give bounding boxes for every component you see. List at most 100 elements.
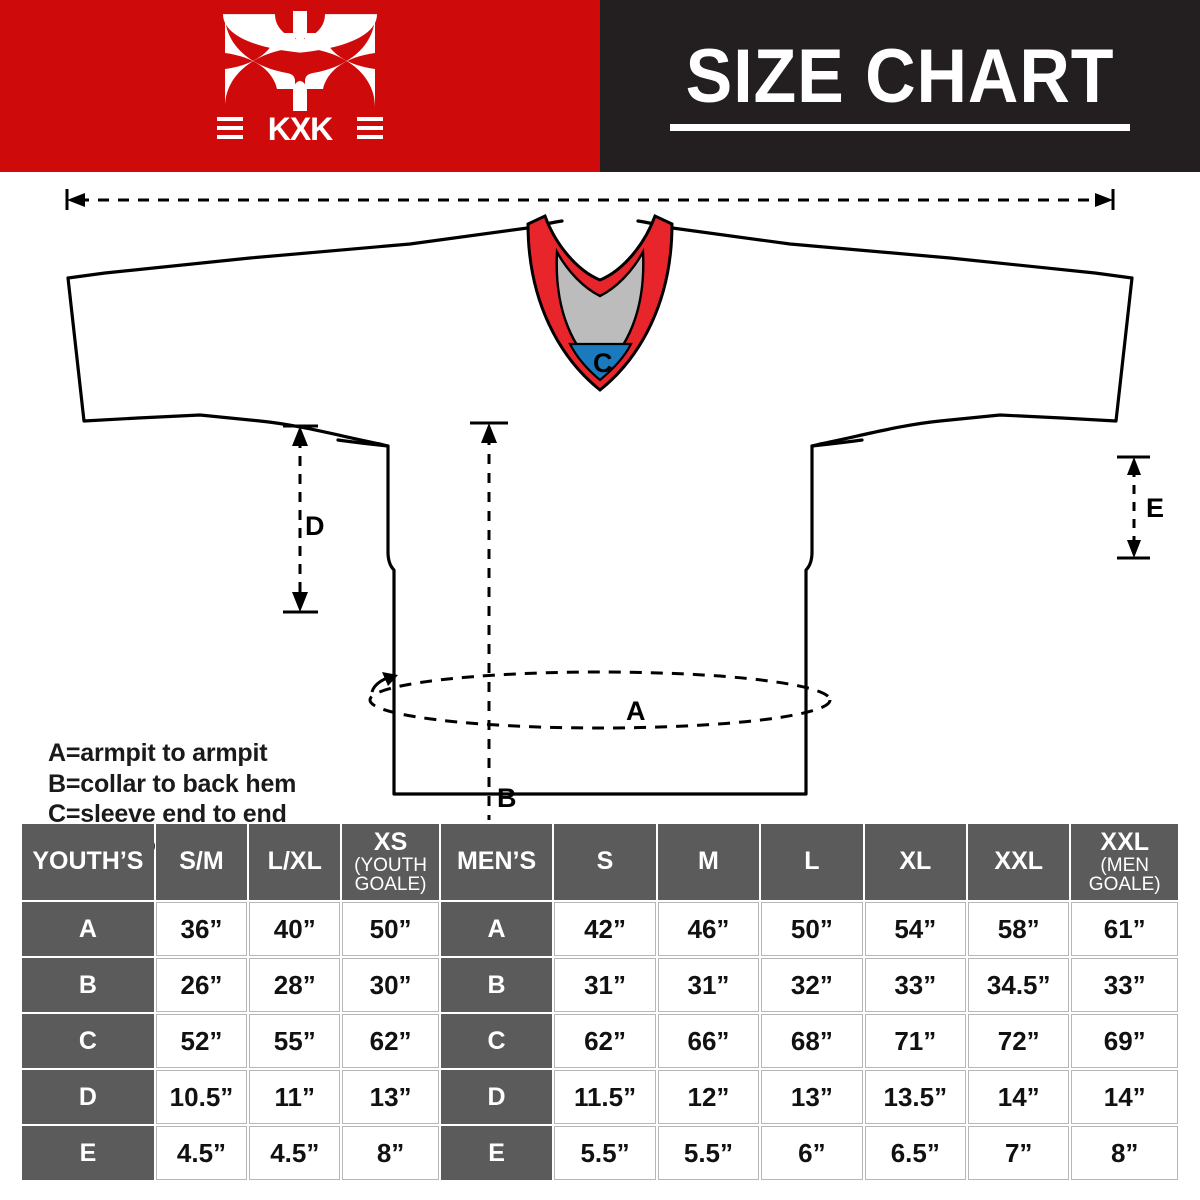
header-cell-youth-size-2: XS (YOUTH GOALE) <box>342 824 439 900</box>
header-cell-youth-size-0: S/M <box>155 824 248 900</box>
cell-mens-A-4: 58” <box>968 902 1070 956</box>
header-cell-mens-size-5: XXL (MEN GOALE) <box>1071 824 1178 900</box>
cell-mens-A-2: 50” <box>761 902 863 956</box>
header-cell-mens-size-4: XXL <box>968 824 1070 900</box>
row-header-mens-D: D <box>440 1070 553 1124</box>
header-cell-mens-size-3: XL <box>864 824 966 900</box>
cell-mens-B-3: 33” <box>864 958 966 1012</box>
header-cell-youth: YOUTH’S <box>22 824 154 900</box>
cell-youth-C-1: 55” <box>249 1014 341 1068</box>
cell-youth-E-0: 4.5” <box>155 1126 248 1180</box>
table-row: C 52” 55” 62” C 62” 66” 68” 71” 72” 69” <box>22 1014 1178 1068</box>
size-sublabel: (YOUTH GOALE) <box>354 854 427 895</box>
cell-youth-D-2: 13” <box>342 1070 439 1124</box>
cell-youth-B-0: 26” <box>155 958 248 1012</box>
cell-mens-C-3: 71” <box>864 1014 966 1068</box>
cell-mens-C-4: 72” <box>968 1014 1070 1068</box>
row-header-mens-A: A <box>440 902 553 956</box>
cell-mens-D-2: 13” <box>761 1070 863 1124</box>
cell-youth-C-0: 52” <box>155 1014 248 1068</box>
cell-mens-E-2: 6” <box>761 1126 863 1180</box>
cell-mens-E-0: 5.5” <box>554 1126 656 1180</box>
row-header-mens-C: C <box>440 1014 553 1068</box>
legend-item-c: C=sleeve end to end <box>48 800 287 828</box>
cell-mens-E-4: 7” <box>968 1126 1070 1180</box>
brand-panel: KXK <box>0 0 600 172</box>
table-row: E 4.5” 4.5” 8” E 5.5” 5.5” 6” 6.5” 7” 8” <box>22 1126 1178 1180</box>
row-header-youth-E: E <box>22 1126 154 1180</box>
jersey-diagram: C D E A B A=armpit to armpit B=collar to… <box>0 172 1200 889</box>
cell-mens-C-1: 66” <box>657 1014 760 1068</box>
size-label: YOUTH’S <box>32 847 144 876</box>
size-label: S <box>596 847 614 876</box>
row-header-mens-E: E <box>440 1126 553 1180</box>
cell-youth-A-2: 50” <box>342 902 439 956</box>
kxk-logo-mark <box>223 11 377 111</box>
size-label: M <box>698 847 719 876</box>
dimension-label-d: D <box>305 511 325 541</box>
page-header: KXK SIZE CHART <box>0 0 1200 172</box>
header-cell-mens-size-0: S <box>554 824 656 900</box>
cell-mens-B-5: 33” <box>1071 958 1178 1012</box>
table-header-row: YOUTH’S S/M L/XL XS (YOUTH GOALE) MEN’S S M L XL X… <box>22 824 1178 900</box>
size-table-container: YOUTH’S S/M L/XL XS (YOUTH GOALE) MEN’S S M L XL X… <box>20 822 1180 1182</box>
cell-youth-D-0: 10.5” <box>155 1070 248 1124</box>
cell-mens-D-0: 11.5” <box>554 1070 656 1124</box>
size-table: YOUTH’S S/M L/XL XS (YOUTH GOALE) MEN’S S M L XL X… <box>20 822 1180 1182</box>
size-label: L/XL <box>267 847 322 876</box>
cell-mens-B-2: 32” <box>761 958 863 1012</box>
row-header-youth-C: C <box>22 1014 154 1068</box>
header-cell-mens-size-1: M <box>657 824 760 900</box>
row-header-youth-D: D <box>22 1070 154 1124</box>
jersey-seams <box>336 438 864 448</box>
size-sublabel: (MEN GOALE) <box>1088 854 1161 895</box>
header-cell-mens: MEN’S <box>440 824 553 900</box>
dimension-label-b: B <box>497 783 517 813</box>
cell-youth-A-1: 40” <box>249 902 341 956</box>
cell-mens-A-5: 61” <box>1071 902 1178 956</box>
row-header-youth-B: B <box>22 958 154 1012</box>
kxk-logo: KXK <box>215 11 385 161</box>
cell-mens-B-1: 31” <box>657 958 760 1012</box>
row-header-mens-B: B <box>440 958 553 1012</box>
kxk-wordmark: KXK <box>217 111 383 147</box>
jersey-collar <box>526 213 674 392</box>
title-underline <box>670 123 1130 131</box>
cell-mens-E-1: 5.5” <box>657 1126 760 1180</box>
dimension-e <box>1117 455 1150 560</box>
cell-mens-E-5: 8” <box>1071 1126 1178 1180</box>
cell-youth-E-2: 8” <box>342 1126 439 1180</box>
size-label: S/M <box>179 847 224 876</box>
legend-item-a: A=armpit to armpit <box>48 739 268 767</box>
dimension-d <box>283 424 318 614</box>
size-label: L <box>804 847 820 876</box>
dimension-label-c: C <box>593 348 613 378</box>
cell-youth-D-1: 11” <box>249 1070 341 1124</box>
cell-mens-A-3: 54” <box>864 902 966 956</box>
dimension-a <box>368 670 832 730</box>
dimension-label-e: E <box>1146 493 1165 523</box>
cell-youth-C-2: 62” <box>342 1014 439 1068</box>
cell-mens-A-1: 46” <box>657 902 760 956</box>
cell-mens-A-0: 42” <box>554 902 656 956</box>
dimension-c <box>65 189 1115 210</box>
cell-mens-E-3: 6.5” <box>864 1126 966 1180</box>
cell-youth-A-0: 36” <box>155 902 248 956</box>
cell-mens-B-4: 34.5” <box>968 958 1070 1012</box>
cell-mens-C-5: 69” <box>1071 1014 1178 1068</box>
title-panel: SIZE CHART <box>600 0 1200 172</box>
size-label: XS <box>373 828 408 857</box>
size-label: MEN’S <box>456 847 537 876</box>
dimension-label-a: A <box>626 696 646 726</box>
table-row: A 36” 40” 50” A 42” 46” 50” 54” 58” 61” <box>22 902 1178 956</box>
header-cell-mens-size-2: L <box>761 824 863 900</box>
legend-item-b: B=collar to back hem <box>48 769 297 798</box>
cell-mens-D-3: 13.5” <box>864 1070 966 1124</box>
table-row: B 26” 28” 30” B 31” 31” 32” 33” 34.5” 33” <box>22 958 1178 1012</box>
cell-mens-B-0: 31” <box>554 958 656 1012</box>
cell-youth-E-1: 4.5” <box>249 1126 341 1180</box>
size-label: XXL <box>1100 828 1150 857</box>
page-title: SIZE CHART <box>685 34 1115 120</box>
svg-text:KXK: KXK <box>268 111 333 147</box>
dimension-b <box>470 421 508 820</box>
